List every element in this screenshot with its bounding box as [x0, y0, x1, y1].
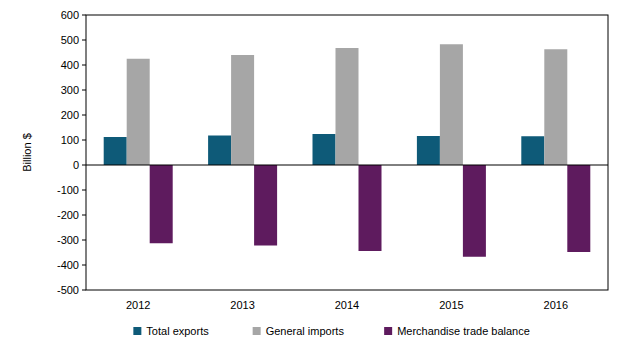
y-tick [82, 290, 86, 291]
y-tick [82, 265, 86, 266]
bar [417, 136, 440, 165]
legend-swatch [384, 327, 392, 335]
chart-container: -500 -400 -300 -200 -100 0 100 200 300 400 500 600 2… [0, 0, 620, 356]
bars [104, 44, 591, 257]
bar [359, 165, 382, 251]
y-tick-label: -100 [57, 184, 79, 196]
legend-label: Merchandise trade balance [397, 325, 530, 337]
legend-label: General imports [266, 325, 345, 337]
bar [440, 44, 463, 165]
bar [521, 136, 544, 165]
y-tick-label: -200 [57, 209, 79, 221]
y-tick [82, 165, 86, 166]
y-tick-label: 200 [61, 109, 79, 121]
bar [150, 165, 173, 243]
y-tick-label: -500 [57, 284, 79, 296]
legend-swatch [133, 327, 141, 335]
y-tick [82, 90, 86, 91]
bar [231, 55, 254, 165]
y-tick-label: 100 [61, 134, 79, 146]
bar [254, 165, 277, 246]
y-tick-label: 0 [73, 159, 79, 171]
y-axis-label: Billion $ [21, 133, 33, 172]
x-tick-label: 2013 [230, 299, 254, 311]
bar [208, 136, 231, 166]
x-tick-label: 2014 [335, 299, 359, 311]
plot-frame [86, 15, 608, 290]
x-tick-label: 2015 [439, 299, 463, 311]
y-tick-label: 300 [61, 84, 79, 96]
bar [127, 59, 150, 165]
y-tick [82, 190, 86, 191]
y-tick [82, 40, 86, 41]
bar [567, 165, 590, 252]
bar [463, 165, 486, 257]
y-tick [82, 65, 86, 66]
x-tick-label: 2012 [126, 299, 150, 311]
bar [544, 49, 567, 165]
x-tick-label: 2016 [544, 299, 568, 311]
y-tick-label: -300 [57, 234, 79, 246]
y-tick [82, 140, 86, 141]
y-tick [82, 240, 86, 241]
legend: Total exports General imports Merchandise … [133, 325, 530, 337]
bar [104, 137, 127, 165]
y-tick-label: 400 [61, 59, 79, 71]
legend-swatch [253, 327, 261, 335]
y-tick-label: 600 [61, 9, 79, 21]
bar [313, 134, 336, 165]
chart-svg: -500 -400 -300 -200 -100 0 100 200 300 400 500 600 2… [0, 0, 620, 356]
y-tick [82, 215, 86, 216]
y-tick [82, 115, 86, 116]
bar [336, 48, 359, 165]
y-tick-label: 500 [61, 34, 79, 46]
zero-line [86, 165, 608, 166]
legend-label: Total exports [146, 325, 209, 337]
y-tick [82, 15, 86, 16]
y-tick-label: -400 [57, 259, 79, 271]
